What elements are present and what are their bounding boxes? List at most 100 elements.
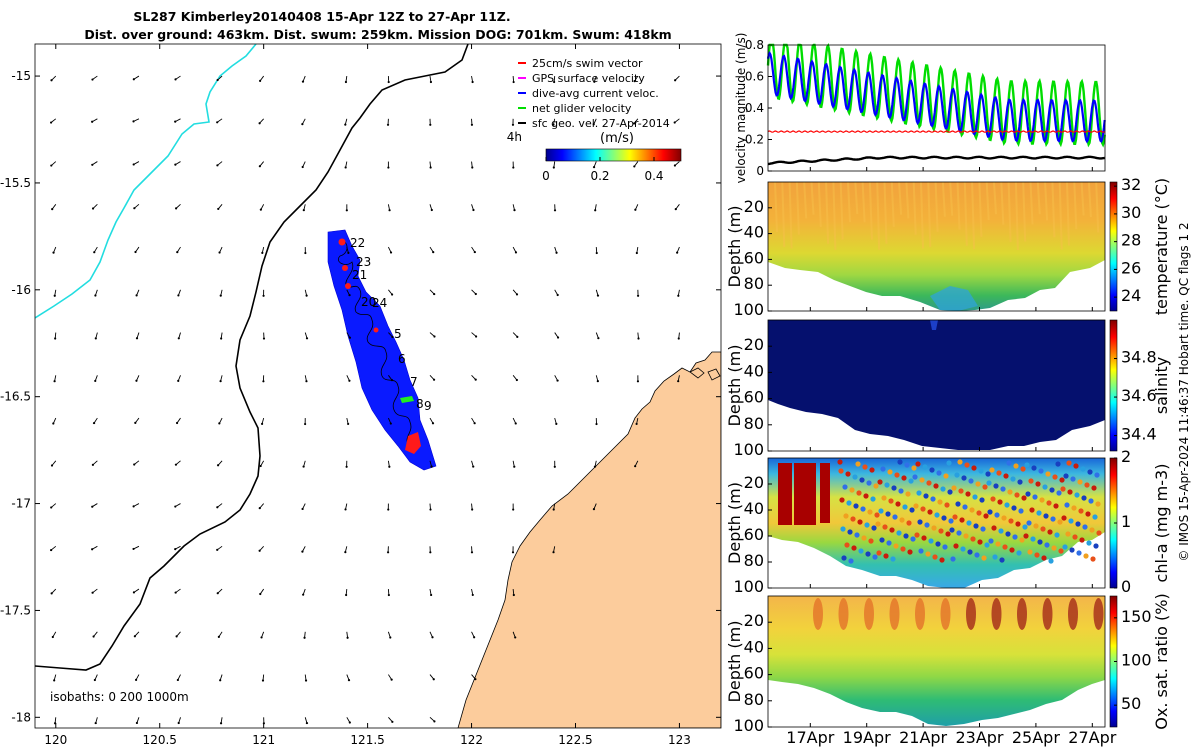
track-label: 21 — [352, 268, 367, 282]
geo-vel-arrowhead — [259, 592, 262, 596]
chlorophyll-sample — [1089, 527, 1095, 533]
chlorophyll-sample — [949, 527, 955, 533]
depth-tick-label: 100 — [733, 577, 764, 596]
geo-vel-arrowhead — [218, 251, 221, 254]
colorbar-tick-label: 1 — [1121, 512, 1131, 531]
chlorophyll-high-column — [778, 463, 792, 525]
geo-vel-arrowhead — [260, 422, 264, 425]
chlorophyll-sample — [891, 485, 897, 491]
chlorophyll-sample — [1063, 473, 1069, 479]
chlorophyll-sample — [868, 538, 874, 544]
geo-vel-arrowhead — [348, 336, 352, 339]
geo-vel-arrowhead — [304, 679, 308, 682]
chlorophyll-sample — [946, 460, 952, 466]
geo-vel-arrowhead — [592, 507, 596, 511]
velocity-series — [766, 42, 1106, 166]
temperature-streak — [1066, 181, 1070, 246]
temperature-streak — [861, 181, 866, 223]
colorbar-tick-label: 0.4 — [644, 169, 663, 183]
chlorophyll-sample — [840, 526, 846, 532]
track-label: 5 — [394, 327, 402, 341]
chlorophyll-sample — [860, 506, 866, 512]
oxygen-high-patch — [889, 598, 900, 630]
chlorophyll-sample — [886, 540, 892, 546]
geo-vel-arrowhead — [133, 463, 136, 466]
section-frame — [767, 181, 1106, 312]
map-y-tick-label: -18 — [11, 710, 31, 724]
chlorophyll-sample — [892, 514, 898, 520]
temperature-streak — [868, 181, 873, 240]
temperature-streak — [1036, 181, 1041, 215]
figure-subtitle: Dist. over ground: 463km. Dist. swum: 25… — [84, 27, 671, 42]
chlorophyll-sample — [936, 470, 942, 476]
geo-vel-arrowhead — [50, 548, 53, 552]
chlorophyll-sample — [959, 517, 965, 523]
chlorophyll-sample — [885, 511, 891, 517]
geo-vel-arrowhead — [261, 251, 264, 255]
chlorophyll-sample — [856, 490, 862, 496]
geo-vel-arrowhead — [219, 722, 223, 725]
chlorophyll-sample — [935, 541, 941, 547]
geo-vel-arrowhead — [344, 551, 347, 554]
geo-vel-arrowhead — [511, 551, 515, 554]
depth-tick-label: 100 — [733, 300, 764, 319]
geo-vel-arrowhead — [386, 551, 390, 554]
velocity-axes: 0 0.2 0.4 0.6 0.8 — [745, 38, 772, 178]
chlorophyll-sample — [971, 465, 977, 471]
geo-vel-arrowhead — [177, 337, 180, 340]
geo-vel-arrowhead — [673, 121, 676, 124]
colorbar-tick-label: 0 — [542, 169, 550, 183]
chlorophyll-sample — [951, 485, 957, 491]
geo-vel-arrowhead — [593, 465, 597, 468]
geo-vel-arrowhead — [594, 209, 597, 212]
chlorophyll-sample — [1057, 519, 1063, 525]
chlorophyll-sample — [1074, 492, 1080, 498]
geo-vel-arrowhead — [433, 720, 436, 723]
geo-vel-arrowhead — [91, 207, 95, 210]
geo-vel-arrowhead — [387, 508, 390, 511]
geo-vel-arrowhead — [431, 422, 435, 425]
track-label: 8 — [416, 397, 424, 411]
colorbar-tick-label: 150 — [1121, 607, 1152, 626]
depth-axis-label: Depth (m) — [725, 621, 744, 703]
chlorophyll-sample — [1044, 542, 1050, 548]
chlorophyll-sample — [1009, 547, 1015, 553]
map-legend: 25cm/s swim vector GPS surface velocity di… — [518, 57, 670, 130]
map-y-tick-label: -17 — [11, 497, 31, 511]
track-label: 24 — [372, 296, 387, 310]
chlorophyll-sample — [987, 509, 993, 515]
chlorophyll-sample — [981, 555, 987, 561]
geo-vel-arrowhead — [348, 721, 351, 724]
geo-vel-arrowhead — [674, 207, 677, 211]
chlorophyll-sample — [889, 527, 895, 533]
geo-vel-arrowhead — [473, 636, 476, 639]
map-y-tick-label: -16 — [11, 283, 31, 297]
chlorophyll-sample — [942, 544, 948, 550]
chlorophyll-sample — [984, 542, 990, 548]
geo-vel-arrowhead — [346, 636, 349, 639]
chlorophyll-sample — [1056, 490, 1062, 496]
chlorophyll-sample — [1021, 495, 1027, 501]
geo-vel-arrowhead — [262, 337, 266, 340]
oxygen-high-patch — [991, 598, 1002, 630]
geo-vel-arrowhead — [595, 422, 598, 426]
geo-vel-arrowhead — [637, 337, 640, 340]
depth-tick-label: 20 — [744, 335, 764, 354]
geo-vel-arrowhead — [472, 465, 475, 468]
chlorophyll-sample — [989, 467, 995, 473]
geo-vel-arrowhead — [389, 636, 392, 639]
chlorophyll-sample — [990, 496, 996, 502]
colorbar-label: Ox. sat. ratio (%) — [1152, 593, 1171, 729]
chlorophyll-sample — [973, 523, 979, 529]
velocity-y-tick-label: 0 — [756, 164, 764, 178]
salinity-surface-feature — [930, 320, 938, 330]
depth-tick-label: 80 — [744, 551, 764, 570]
geo-vel-arrowhead — [674, 79, 677, 82]
depth-tick-label: 20 — [744, 197, 764, 216]
geo-vel-arrowhead — [514, 422, 517, 425]
geo-vel-arrowhead — [391, 293, 394, 296]
map-y-tick-label: -17.5 — [0, 603, 31, 617]
speed-colorbar-ticks: 0 0.2 0.4 — [542, 157, 664, 183]
